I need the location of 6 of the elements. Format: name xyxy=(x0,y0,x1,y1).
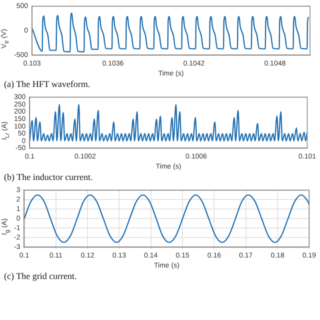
line-series xyxy=(24,194,310,244)
line-series xyxy=(32,12,310,52)
text: (a) The HFT waveform. xyxy=(3,78,92,91)
text: (b) The inductor current. xyxy=(3,171,94,184)
line-series xyxy=(30,104,308,142)
text: (c) The grid current. xyxy=(3,270,78,283)
